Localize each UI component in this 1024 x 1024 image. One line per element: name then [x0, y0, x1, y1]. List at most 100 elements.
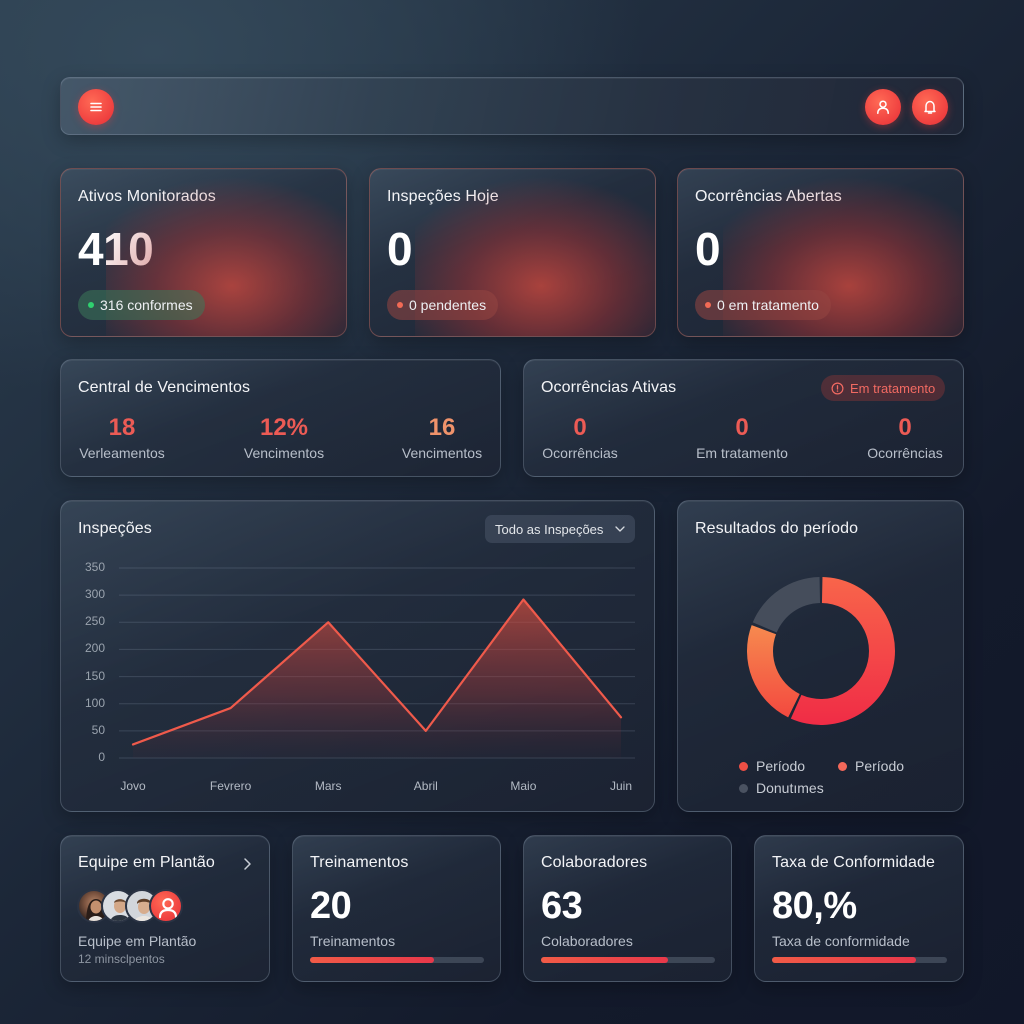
stat-label: Verleamentos — [79, 445, 165, 461]
x-tick-label: Mars — [314, 779, 342, 793]
stat-label: Ocorrências — [867, 445, 943, 461]
kpi-title: Ativos Monitorados — [78, 188, 216, 205]
legend-item: Período — [838, 758, 904, 774]
equipe-card[interactable]: Equipe em Plantão Equipe em Plantão 12 m… — [60, 835, 270, 982]
x-tick-label: Juin — [609, 779, 632, 793]
card-value: 80,% — [772, 885, 857, 927]
person-avatar-icon — [86, 899, 106, 921]
donut-segment — [790, 577, 895, 725]
y-tick-label: 350 — [84, 560, 105, 574]
resultados-card: Resultados do período Período Período Do… — [677, 500, 964, 812]
stat-label: Vencimentos — [243, 445, 325, 461]
user-icon — [158, 898, 178, 919]
progress-bar — [310, 957, 484, 963]
person-avatar-icon — [134, 898, 154, 921]
hamburger-menu-icon — [90, 102, 102, 112]
stat-value: 18 — [108, 414, 136, 441]
pill-label: 0 pendentes — [409, 297, 487, 313]
filter-dropdown[interactable]: Todo as Inspeções — [485, 515, 636, 543]
colaboradores-card[interactable]: Colaboradores 63 Colaboradores — [523, 835, 732, 982]
stat-value: 0 — [573, 414, 587, 441]
y-tick-label: 50 — [91, 722, 105, 737]
legend-item: Donutımes — [739, 780, 824, 796]
donut-chart — [747, 577, 895, 725]
y-tick-label: 100 — [84, 695, 105, 710]
chevron-right-icon[interactable] — [243, 857, 252, 871]
card-label: Treinamentos — [310, 933, 396, 949]
stat-label: Ocorrências — [542, 445, 618, 461]
treinamentos-card[interactable]: Treinamentos 20 Treinamentos — [292, 835, 501, 982]
stat-value: 0 — [898, 414, 912, 441]
y-tick-label: 250 — [84, 614, 105, 629]
ocorrencias-ativas-card[interactable]: Ocorrências Ativas Em tratamento 0 Ocorr… — [523, 359, 964, 477]
conformidade-card[interactable]: Taxa de Conformidade 80,% Taxa de confor… — [754, 835, 964, 982]
card-title: Inspeções — [78, 520, 152, 537]
profile-button[interactable] — [865, 89, 901, 125]
menu-button[interactable] — [78, 89, 114, 125]
kpi-card-ativos[interactable]: Ativos Monitorados 410 316 conformes — [60, 168, 347, 337]
legend-item: Período — [739, 758, 805, 774]
add-member-avatar[interactable] — [149, 889, 183, 923]
kpi-value: 0 — [387, 223, 413, 275]
alert-circle-icon — [831, 382, 844, 394]
notifications-button[interactable] — [912, 89, 948, 125]
progress-fill — [310, 957, 434, 963]
donut-segment — [752, 577, 821, 633]
kpi-title: Inspeções Hoje — [387, 188, 499, 205]
legend-dot-icon — [739, 783, 748, 793]
status-dot-icon — [705, 302, 711, 308]
dropdown-label: Todo as Inspeções — [495, 521, 604, 537]
bell-icon — [924, 100, 936, 114]
progress-bar — [541, 957, 715, 963]
team-label: Equipe em Plantão — [78, 933, 197, 949]
card-title: Central de Vencimentos — [78, 379, 251, 396]
progress-fill — [541, 957, 669, 963]
person-avatar-icon — [110, 899, 130, 921]
status-dot-icon — [88, 302, 94, 308]
kpi-value: 410 — [78, 223, 154, 275]
card-label: Colaboradores — [541, 933, 633, 949]
status-dot-icon — [397, 302, 403, 308]
y-tick-label: 200 — [84, 641, 105, 656]
kpi-value: 0 — [695, 223, 721, 275]
status-badge: Em tratamento — [821, 375, 946, 401]
kpi-card-inspecoes[interactable]: Inspeções Hoje 0 0 pendentes — [369, 168, 656, 337]
stat-label: Em tratamento — [696, 445, 788, 461]
legend-label: Donutımes — [756, 780, 824, 796]
status-pill: 0 pendentes — [387, 290, 499, 320]
progress-bar — [772, 957, 947, 963]
legend-dot-icon — [739, 761, 748, 771]
chevron-down-icon — [615, 526, 626, 532]
user-icon — [877, 100, 889, 114]
area-chart — [119, 567, 635, 759]
stat-value: 0 — [735, 414, 749, 441]
stat-value: 16 — [428, 414, 456, 441]
card-title: Resultados do período — [695, 520, 859, 537]
inspecoes-chart-card: Inspeções Todo as Inspeções 0 50 100 150 200… — [60, 500, 655, 812]
x-tick-label: Maio — [510, 779, 537, 793]
kpi-card-ocorrencias[interactable]: Ocorrências Abertas 0 0 em tratamento — [677, 168, 964, 337]
series-line — [131, 598, 623, 746]
y-tick-label: 150 — [84, 668, 105, 683]
legend-dot-icon — [838, 761, 847, 771]
vencimentos-card[interactable]: Central de Vencimentos 18 Verleamentos 1… — [60, 359, 501, 477]
top-bar — [60, 77, 964, 135]
legend-label: Período — [756, 758, 806, 774]
status-pill: 0 em tratamento — [695, 290, 831, 320]
pill-label: 0 em tratamento — [717, 297, 819, 313]
donut-segment — [747, 625, 800, 718]
card-title: Treinamentos — [310, 854, 409, 871]
stat-label: Vencimentos — [401, 445, 483, 461]
kpi-title: Ocorrências Abertas — [695, 188, 842, 205]
progress-fill — [772, 957, 916, 963]
x-tick-label: Fevrero — [209, 779, 252, 793]
card-title: Colaboradores — [541, 854, 648, 871]
x-tick-label: Abril — [413, 779, 438, 793]
pill-label: 316 conformes — [100, 297, 193, 313]
y-tick-label: 300 — [84, 587, 105, 602]
badge-label: Em tratamento — [850, 380, 936, 396]
x-tick-label: Jovo — [120, 779, 146, 793]
card-title: Equipe em Plantão — [78, 854, 215, 871]
card-title: Taxa de Conformidade — [772, 854, 935, 871]
y-tick-label: 0 — [98, 750, 105, 764]
